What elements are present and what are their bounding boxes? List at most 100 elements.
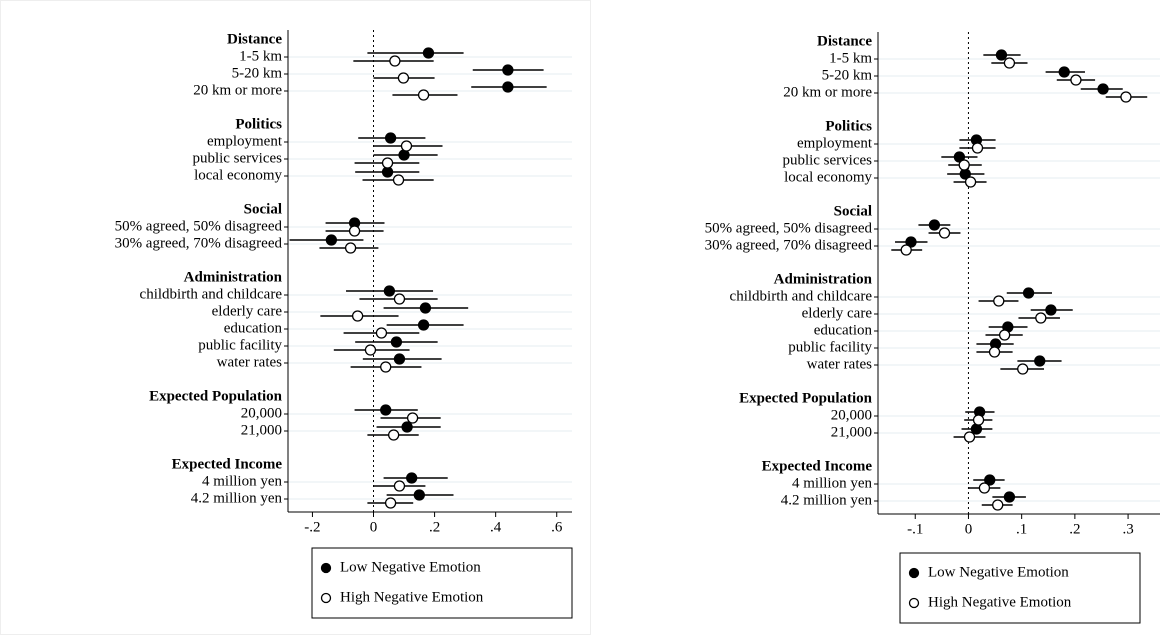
point xyxy=(972,414,985,426)
x-tick-label: .4 xyxy=(490,519,502,535)
category-label: 20,000 xyxy=(241,405,282,421)
category-label: elderly care xyxy=(212,303,283,319)
category-label: 20 km or more xyxy=(193,82,282,98)
group-label: Administration xyxy=(184,269,283,285)
point xyxy=(380,361,392,373)
point xyxy=(390,336,403,348)
legend-marker xyxy=(320,592,332,604)
point xyxy=(393,353,406,365)
point xyxy=(964,176,977,188)
group-label: Social xyxy=(244,201,282,217)
x-tick-label: .2 xyxy=(1069,521,1080,537)
point xyxy=(406,412,419,424)
category-label: local economy xyxy=(194,167,282,183)
group-label: Administration xyxy=(774,271,873,287)
point xyxy=(375,327,388,339)
point xyxy=(417,89,430,101)
point xyxy=(995,49,1008,61)
category-label: 4.2 million yen xyxy=(191,490,283,506)
point xyxy=(384,497,397,509)
group-label: Politics xyxy=(825,118,872,134)
category-label: water rates xyxy=(217,354,283,370)
x-tick-label: .1 xyxy=(1016,521,1027,537)
category-label: 21,000 xyxy=(831,424,872,440)
group-label: Social xyxy=(834,203,872,219)
point xyxy=(978,482,991,494)
category-label: 4 million yen xyxy=(202,473,282,489)
category-label: 21,000 xyxy=(241,422,282,438)
point xyxy=(392,174,405,186)
point xyxy=(388,429,400,441)
point xyxy=(502,64,514,76)
category-label: elderly care xyxy=(802,305,873,321)
category-label: 1-5 km xyxy=(829,50,872,66)
point xyxy=(406,472,418,484)
point xyxy=(984,474,996,486)
point xyxy=(963,431,976,443)
point xyxy=(393,480,406,492)
point xyxy=(970,423,983,435)
point xyxy=(905,236,917,248)
category-label: 20,000 xyxy=(831,407,872,423)
point xyxy=(938,227,951,239)
legend-label: Low Negative Emotion xyxy=(340,559,481,575)
category-label: 4.2 million yen xyxy=(781,492,873,508)
category-label: 20 km or more xyxy=(783,84,872,100)
category-label: water rates xyxy=(807,356,873,372)
group-label: Expected Population xyxy=(739,390,873,406)
point xyxy=(953,151,966,163)
point xyxy=(1022,287,1035,299)
left-panel xyxy=(0,0,591,635)
point xyxy=(1045,304,1057,316)
point xyxy=(417,319,430,331)
category-label: employment xyxy=(207,133,283,149)
category-label: public facility xyxy=(198,337,282,353)
category-label: 4 million yen xyxy=(792,475,872,491)
point xyxy=(1035,312,1047,324)
point xyxy=(1017,363,1029,375)
point xyxy=(998,329,1011,341)
legend-marker xyxy=(908,567,920,579)
point xyxy=(1058,66,1070,78)
category-label: 50% agreed, 50% disagreed xyxy=(115,218,283,234)
point xyxy=(344,242,357,254)
point xyxy=(1003,491,1016,503)
point xyxy=(393,293,406,305)
group-label: Distance xyxy=(227,31,282,47)
x-tick-label: .3 xyxy=(1122,521,1133,537)
category-label: 1-5 km xyxy=(239,48,282,64)
point xyxy=(993,295,1005,307)
group-label: Expected Population xyxy=(149,388,283,404)
category-label: childbirth and childcare xyxy=(730,288,873,304)
point xyxy=(1097,83,1109,95)
point xyxy=(1003,57,1016,69)
category-label: education xyxy=(814,322,873,338)
point xyxy=(1070,74,1082,86)
x-tick-label: 0 xyxy=(965,521,973,537)
x-tick-label: .2 xyxy=(429,519,440,535)
point xyxy=(422,47,435,59)
point xyxy=(992,499,1004,511)
point xyxy=(419,302,432,314)
point xyxy=(988,346,1001,358)
category-label: public services xyxy=(192,150,282,166)
group-label: Expected Income xyxy=(762,458,873,474)
point xyxy=(348,225,361,237)
x-tick-label: .6 xyxy=(551,519,563,535)
legend-label: Low Negative Emotion xyxy=(928,564,1069,580)
category-label: public services xyxy=(782,152,872,168)
point xyxy=(413,489,425,501)
category-label: 50% agreed, 50% disagreed xyxy=(705,220,873,236)
point xyxy=(958,159,970,171)
category-label: 5-20 km xyxy=(232,65,283,81)
point xyxy=(928,219,941,231)
category-label: education xyxy=(224,320,283,336)
legend-box xyxy=(311,547,573,619)
category-label: 5-20 km xyxy=(822,67,873,83)
legend-marker xyxy=(908,597,920,609)
legend-marker xyxy=(320,562,332,574)
point xyxy=(971,142,984,154)
point xyxy=(401,421,413,433)
x-tick-label: -.2 xyxy=(304,519,320,535)
